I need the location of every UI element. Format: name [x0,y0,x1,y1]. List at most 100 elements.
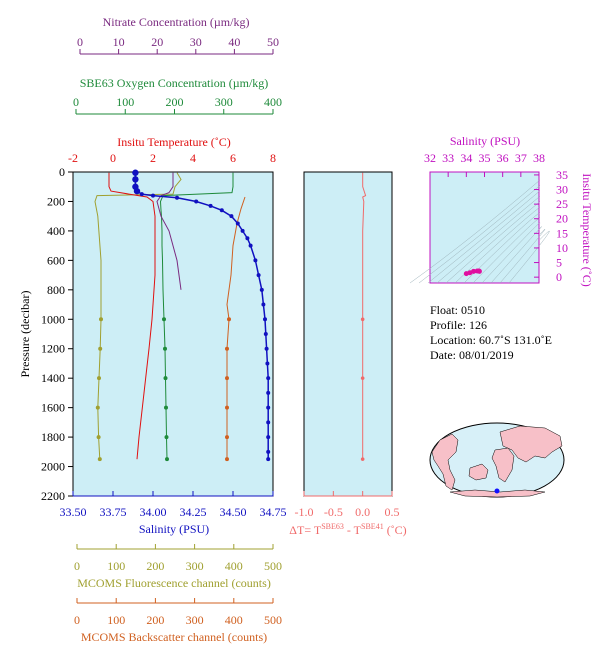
temperature-tick-label: 4 [190,151,196,165]
salinity-point [240,228,245,233]
pressure-tick-label: 1200 [41,342,65,356]
pressure-ticks: 0 200 400 600 800 1000 1200 1400 1600 1800 2000 220… [41,165,73,503]
salinity-tick-label: 34.50 [220,505,247,519]
salinity-point [265,361,270,366]
nitrate-line [156,172,182,290]
ts-temperature-tick-label: 30 [556,183,568,197]
fluorescence-line [94,172,182,460]
salinity-point [266,390,271,395]
salinity-point [219,208,224,213]
salinity-point [132,169,139,176]
oxygen-axis-label: SBE63 Oxygen Concentration (µm/kg) [80,76,269,90]
ts-diagram-plot [409,179,550,284]
salinity-point [175,195,179,200]
delta-t-label-sup2: SBE41 [361,522,384,531]
pressure-tick-label: 0 [59,165,65,179]
oxygen-point [164,435,169,440]
salinity-point [266,376,271,381]
nitrate-tick-label: 10 [113,35,125,49]
salinity-tick-label: 34.75 [260,505,287,519]
map-land-eurasia [499,425,563,463]
salinity-point [139,192,144,197]
backscatter-point [225,435,229,440]
float-location-marker [494,488,500,494]
salinity-point [132,176,139,183]
delta-t-ticks: -1.0 -0.5 0.0 0.5 [295,491,400,519]
backscatter-point [225,346,229,351]
fluorescence-ticks: 0 100 200 300 400 500 [74,544,282,573]
backscatter-point [225,405,229,410]
ts-density-contour [490,226,542,284]
nitrate-tick-label: 30 [190,35,202,49]
nitrate-tick-label: 0 [77,35,83,49]
salinity-point [253,258,258,263]
fluorescence-point [97,376,101,381]
pressure-tick-label: 1000 [41,312,65,326]
fluorescence-tick-label: 0 [74,559,80,573]
oxygen-tick-label: 0 [73,95,79,109]
ts-salinity-tick-label: 32 [424,151,436,165]
temperature-axis-label: Insitu Temperature (˚C) [117,135,231,149]
ts-salinity-tick-label: 33 [442,151,454,165]
pressure-tick-label: 800 [47,283,65,297]
delta-t-tick-label: 0.0 [355,505,370,519]
salinity-point [264,346,269,351]
fluorescence-point [98,346,103,351]
oxygen-tick-label: 200 [166,95,184,109]
map-land-antarctica [449,489,546,498]
nitrate-tick-label: 40 [228,35,240,49]
fluorescence-tick-label: 200 [146,559,164,573]
fluorescence-tick-label: 500 [264,559,282,573]
temperature-tick-label: 2 [150,151,156,165]
salinity-point [256,273,261,278]
fluorescence-tick-label: 100 [107,559,125,573]
delta-t-tick-label: 0.5 [385,505,400,519]
nitrate-tick-label: 50 [267,35,279,49]
nitrate-axis: Nitrate Concentration (µm/kg) 0 10 20 30 40 5… [77,15,279,55]
temperature-tick-label: 8 [270,151,276,165]
backscatter-tick-label: 500 [264,613,282,627]
nitrate-tick-label: 20 [151,35,163,49]
ts-salinity-tick-label: 37 [515,151,527,165]
delta-t-axis-label: ΔT= TSBE63 - TSBE41 (˚C) [289,522,406,537]
pressure-tick-label: 2200 [41,489,65,503]
ts-temperature-tick-label: 25 [556,197,568,211]
salinity-tick-label: 34.25 [180,505,207,519]
backscatter-tick-label: 400 [225,613,243,627]
pressure-tick-label: 2000 [41,460,65,474]
pressure-tick-label: 1600 [41,401,65,415]
delta-t-point [360,376,365,380]
delta-t-line [362,172,367,460]
float-location: Location: 60.7˚S 131.0˚E [430,333,552,347]
oxygen-point [163,346,167,351]
float-info-block: Float: 0510 Profile: 126 Location: 60.7˚… [430,303,552,363]
fluorescence-axis-label: MCOMS Fluorescence channel (counts) [77,576,271,590]
pressure-tick-label: 400 [47,224,65,238]
ts-density-contour [409,179,541,284]
map-land-africa [491,447,515,483]
oxygen-point [164,405,168,410]
oxygen-axis: SBE63 Oxygen Concentration (µm/kg) 0 100 2… [73,76,282,115]
oxygen-tick-label: 100 [116,95,134,109]
oxygen-point [162,317,166,322]
ts-salinity-tick-label: 36 [497,151,509,165]
delta-t-label-end: (˚C) [384,523,407,537]
backscatter-tick-label: 0 [74,613,80,627]
backscatter-line [226,196,246,460]
temperature-tick-label: 6 [230,151,236,165]
ts-density-contour [481,222,541,284]
temperature-axis: Insitu Temperature (˚C) -2 0 2 4 6 8 [68,135,276,177]
ts-point [471,268,477,274]
oxygen-ticks: 0 100 200 300 400 [73,95,282,115]
map-land-australia [468,463,489,481]
ts-density-contour [499,229,546,284]
ts-density-contour [445,201,541,284]
delta-t-point [360,457,365,461]
delta-t-point [360,317,365,322]
salinity-point [266,435,271,440]
delta-t-label-mid: - T [344,523,362,537]
ts-salinity-tick-label: 35 [479,151,491,165]
oxygen-point [163,376,168,381]
ts-density-contour [508,230,550,284]
